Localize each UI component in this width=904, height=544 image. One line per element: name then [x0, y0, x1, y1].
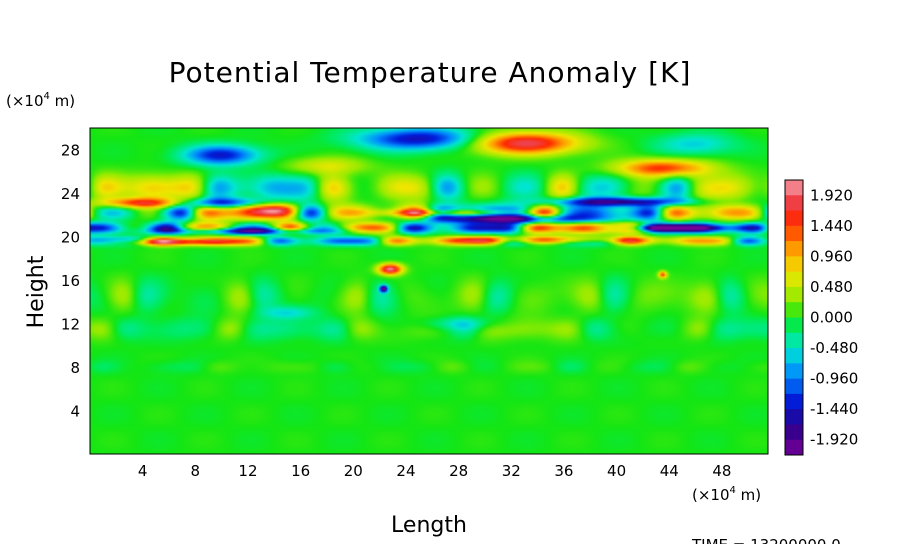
colorbar-swatch: [785, 348, 803, 364]
colorbar-label: 0.480: [810, 278, 853, 296]
heatmap-plot: [89, 127, 769, 455]
x-tick-label: 40: [607, 462, 626, 480]
x-tick-label: 24: [396, 462, 415, 480]
x-tick-labels: 4 8 12 16 20 24 28 32 36 40 44 48: [138, 462, 732, 480]
y-axis-label: Height: [24, 255, 49, 328]
colorbar-swatch: [785, 393, 803, 410]
colorbar-swatch: [785, 363, 803, 380]
colorbar-swatch: [785, 286, 803, 303]
colorbar-label: 1.440: [810, 217, 853, 235]
x-tick-label: 16: [291, 462, 310, 480]
colorbar-swatch: [785, 332, 803, 349]
colorbar-swatch: [785, 225, 803, 242]
colorbar-label: 0.960: [810, 247, 853, 265]
x-unit-label: (×104 m): [692, 485, 761, 504]
colorbar-label: -0.480: [810, 339, 858, 357]
colorbar-swatch: [785, 409, 803, 425]
heatmap-image: [90, 128, 768, 454]
y-tick-label: 24: [61, 185, 80, 203]
colorbar-labels: 1.920 1.440 0.960 0.480 0.000 -0.480 -0.960 -1.…: [810, 186, 858, 448]
chart-title: Potential Temperature Anomaly [K]: [169, 56, 692, 89]
x-axis-label: Length: [391, 513, 467, 538]
colorbar-swatches: [785, 180, 803, 456]
x-tick-label: 12: [238, 462, 257, 480]
colorbar-label: -1.440: [810, 400, 858, 418]
colorbar-label: -1.920: [810, 431, 858, 449]
x-tick-label: 44: [660, 462, 679, 480]
colorbar-swatch: [785, 271, 803, 288]
colorbar-swatch: [785, 317, 803, 334]
x-tick-label: 48: [712, 462, 731, 480]
y-tick-label: 28: [61, 142, 80, 160]
y-tick-labels: 4 8 12 16 20 24 28: [61, 142, 80, 421]
x-tick-label: 28: [449, 462, 468, 480]
y-tick-label: 8: [70, 359, 80, 377]
x-tick-label: 4: [138, 462, 148, 480]
x-tick-label: 8: [191, 462, 201, 480]
colorbar-frame: [784, 179, 804, 456]
colorbar-label: -0.960: [810, 370, 858, 388]
y-tick-label: 12: [61, 316, 80, 334]
colorbar-swatch: [785, 241, 803, 257]
y-tick-label: 20: [61, 229, 80, 247]
colorbar-swatch: [785, 378, 803, 395]
colorbar-swatch: [785, 256, 803, 273]
colorbar: 1.920 1.440 0.960 0.480 0.000 -0.480 -0.960 -1.…: [784, 179, 858, 456]
x-tick-label: 20: [344, 462, 363, 480]
colorbar-label: 1.920: [810, 186, 853, 204]
x-tick-label: 36: [554, 462, 573, 480]
y-unit-label: (×104 m): [6, 91, 75, 110]
colorbar-swatch: [785, 424, 803, 441]
colorbar-swatch: [785, 195, 803, 212]
plot-frame: [89, 127, 769, 455]
colorbar-label: 0.000: [810, 309, 853, 327]
colorbar-swatch: [785, 210, 803, 227]
colorbar-swatch: [785, 302, 803, 318]
y-tick-label: 16: [61, 272, 80, 290]
colorbar-swatch: [785, 180, 803, 196]
y-tick-label: 4: [70, 403, 80, 421]
colorbar-swatch: [785, 439, 803, 456]
x-tick-label: 32: [502, 462, 521, 480]
time-label: TIME = 13200000.0: [691, 536, 841, 544]
